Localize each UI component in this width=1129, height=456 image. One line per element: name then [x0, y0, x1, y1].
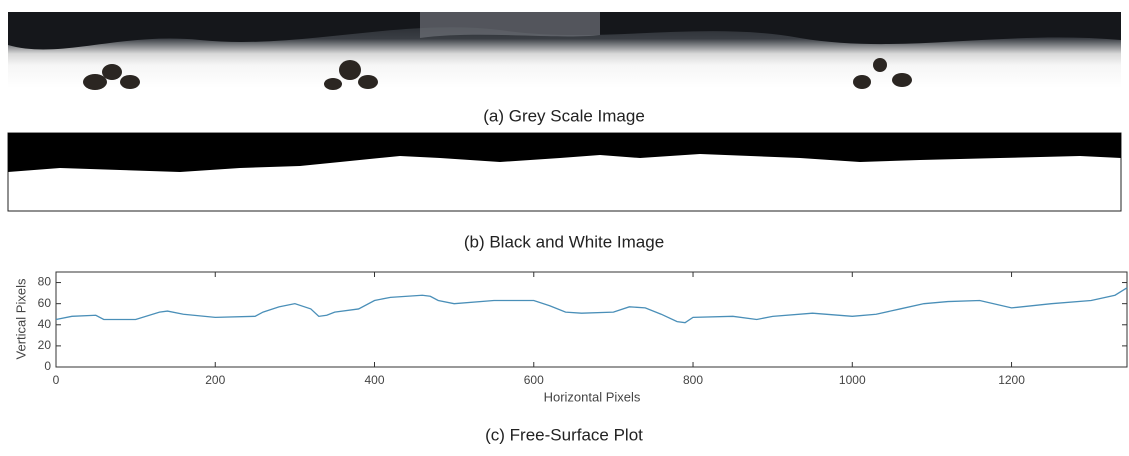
caption: (a) Grey Scale Image [483, 106, 645, 125]
y-tick-label: 60 [38, 296, 52, 310]
y-axis-label: Vertical Pixels [13, 278, 28, 359]
x-axis-label: Horizontal Pixels [544, 389, 641, 404]
y-tick-label: 40 [38, 317, 52, 331]
y-tick-label: 20 [38, 338, 52, 352]
x-tick-label: 200 [205, 373, 225, 387]
x-tick-label: 1000 [839, 373, 866, 387]
data-line [56, 288, 1127, 323]
caption: (b) Black and White Image [464, 232, 664, 251]
y-tick-label: 0 [44, 359, 51, 373]
x-tick-label: 0 [53, 373, 60, 387]
axes-frame [56, 272, 1127, 367]
caption: (c) Free-Surface Plot [485, 425, 643, 444]
x-tick-label: 800 [683, 373, 703, 387]
black-white-image [8, 133, 1121, 211]
x-tick-label: 400 [364, 373, 384, 387]
x-tick-label: 1200 [998, 373, 1025, 387]
y-tick-label: 80 [38, 275, 52, 289]
x-tick-label: 600 [524, 373, 544, 387]
grey-scale-image [8, 12, 1121, 90]
figure: (a) Grey Scale Image (b) Black and White… [0, 0, 1129, 451]
